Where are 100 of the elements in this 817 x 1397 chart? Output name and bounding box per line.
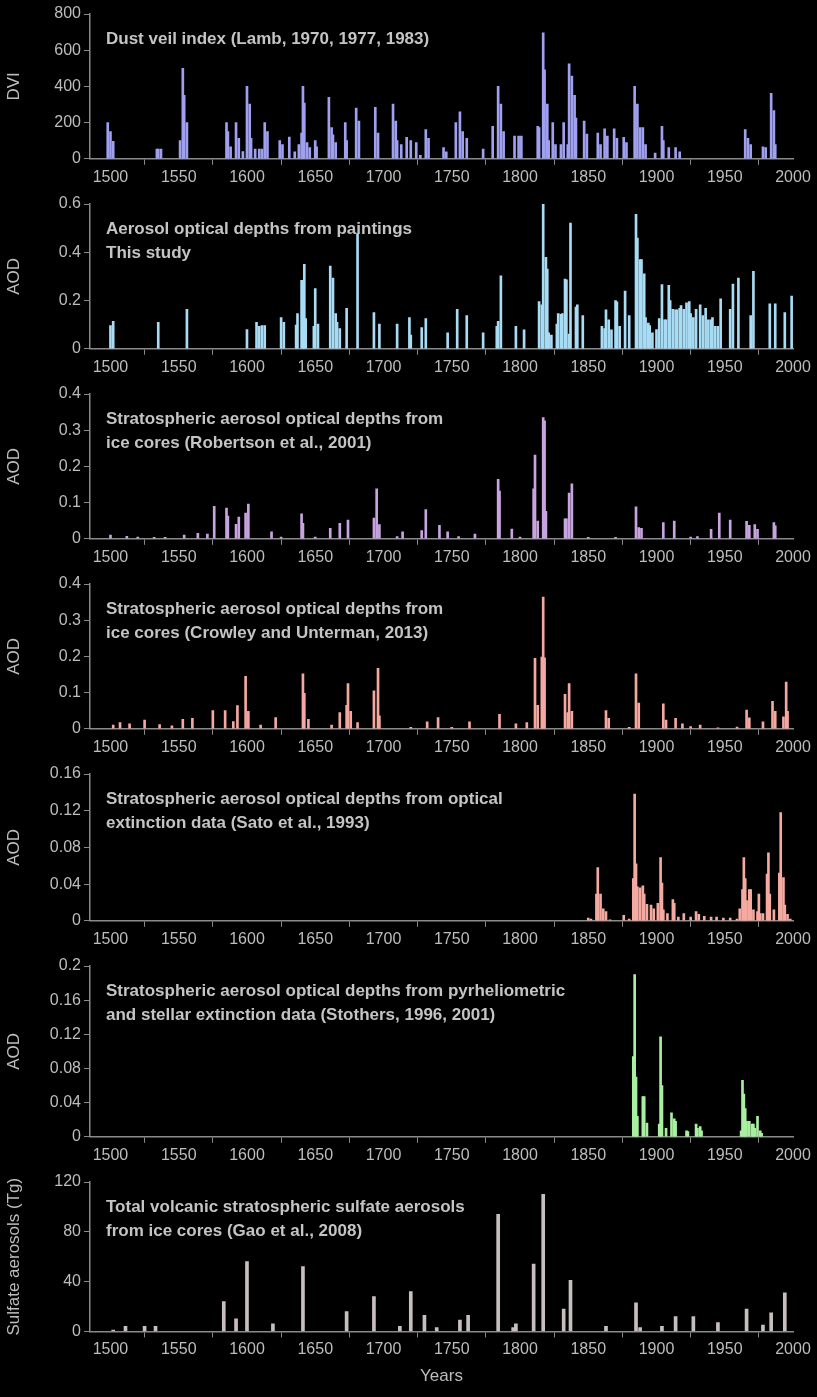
x-tick-label: 1950 [706,737,743,755]
x-tick-label: 1750 [433,1145,470,1163]
y-tick-label: 0.16 [49,764,82,782]
text: Stratospheric aerosol optical depths from ice cores (Robertson et al., 2001) [106,409,444,452]
x-tick-label: 1600 [229,1340,265,1358]
x-tick-label: 2000 [775,737,811,755]
y-axis-title: DVI [3,72,23,101]
x-tick-label: 1850 [570,929,607,947]
x-tick-label: 1950 [706,1340,743,1358]
x-tick-label: 1500 [92,167,129,185]
x-tick-label: 1650 [297,547,334,565]
x-tick-label: 1900 [638,1145,675,1163]
x-tick-label: 1650 [297,1145,334,1163]
y-tick-label: 0.2 [58,956,82,974]
x-tick-label: 1500 [92,357,129,375]
x-tick-label: 1700 [365,547,402,565]
y-tick-label: 0.2 [58,290,82,308]
x-tick-label: 1650 [297,357,334,375]
x-tick-label: 1700 [365,1340,402,1358]
x-tick-label: 1950 [706,547,743,565]
y-tick-label: 120 [54,1172,82,1190]
y-tick-label: 0.1 [58,683,82,701]
y-axis-title: AOD [3,828,23,866]
text: Stratospheric aerosol optical depths from pyrheliometric and stellar extinction data (Stothers, 1996, 2001) [106,981,566,1024]
x-tick-label: 1750 [433,357,470,375]
y-tick-label: 0 [72,149,82,167]
x-tick-label: 1800 [502,737,538,755]
x-tick-label: 1550 [160,737,197,755]
x-tick-label: 1550 [160,929,197,947]
y-tick-label: 0.1 [58,493,82,511]
x-tick-label: 1650 [297,1340,334,1358]
x-tick-label: 1900 [638,1340,675,1358]
x-tick-label: 1850 [570,737,607,755]
text: This study [106,243,192,262]
text: Stratospheric aerosol optical depths from ice cores (Crowley and Unterman, 2013) [106,599,444,642]
x-tick-label: 1850 [570,1340,607,1358]
x-tick-label: 2000 [775,929,811,947]
x-tick-label: 2000 [775,167,811,185]
y-tick-label: 400 [54,76,82,94]
x-tick-label: 1950 [706,929,743,947]
x-tick-label: 1850 [570,547,607,565]
y-tick-label: 0.3 [58,420,82,438]
x-tick-label: 1650 [297,167,334,185]
x-tick-label: 1900 [638,737,675,755]
x-tick-label: 1800 [502,357,538,375]
text: Total volcanic stratospheric sulfate aerosols from ice cores (Gao et al., 2008) [106,1197,465,1240]
x-tick-label: 1650 [297,737,334,755]
y-tick-label: 0 [72,1127,82,1145]
x-tick-label: 1700 [365,929,402,947]
x-tick-label: 1800 [502,929,538,947]
x-tick-label: 1600 [229,929,265,947]
text: Stratospheric aerosol optical depths from optical extinction data (Sato et al., 1993) [106,789,503,832]
x-tick-label: 2000 [775,1340,811,1358]
x-tick-label: 1500 [92,737,129,755]
y-tick-label: 0.4 [58,242,82,260]
x-tick-label: 1750 [433,547,470,565]
x-axis-title: Years [420,1366,463,1386]
y-tick-label: 0.04 [49,874,82,892]
x-tick-label: 1900 [638,547,675,565]
x-tick-label: 1600 [229,547,265,565]
x-tick-label: 2000 [775,1145,811,1163]
x-tick-label: 1600 [229,737,265,755]
x-tick-label: 1750 [433,167,470,185]
y-tick-label: 40 [63,1272,82,1290]
y-tick-label: 200 [54,113,82,131]
x-tick-label: 1550 [160,167,197,185]
y-tick-label: 0 [72,529,82,547]
y-tick-label: 0.3 [58,610,82,628]
x-tick-label: 1850 [570,167,607,185]
x-tick-label: 1700 [365,167,402,185]
text: Dust veil index (Lamb, 1970, 1977, 1983) [106,29,430,48]
x-tick-label: 1500 [92,547,129,565]
x-tick-label: 1750 [433,737,470,755]
x-tick-label: 1550 [160,1145,197,1163]
y-tick-label: 800 [54,4,82,22]
x-tick-label: 1800 [502,547,538,565]
y-tick-label: 0 [72,719,82,737]
x-tick-label: 1500 [92,1145,129,1163]
x-tick-label: 1900 [638,357,675,375]
y-tick-label: 0.4 [58,574,82,592]
x-tick-label: 1900 [638,167,675,185]
y-tick-label: 0.08 [49,1058,82,1076]
y-tick-label: 0.6 [58,194,82,212]
x-tick-label: 1650 [297,929,334,947]
y-tick-label: 0.08 [49,837,82,855]
y-tick-label: 0.16 [49,990,82,1008]
text: Aerosol optical depths from paintings [106,219,413,238]
x-tick-label: 1500 [92,929,129,947]
x-tick-label: 1550 [160,1340,197,1358]
y-tick-label: 0 [72,339,82,357]
x-tick-label: 1550 [160,357,197,375]
y-tick-label: 0.4 [58,384,82,402]
x-tick-label: 1950 [706,1145,743,1163]
x-tick-label: 1600 [229,1145,265,1163]
y-tick-label: 0.2 [58,646,82,664]
y-tick-label: 600 [54,40,82,58]
x-tick-label: 1600 [229,167,265,185]
x-tick-label: 1850 [570,357,607,375]
y-axis-title: AOD [3,257,23,295]
x-tick-label: 1700 [365,1145,402,1163]
